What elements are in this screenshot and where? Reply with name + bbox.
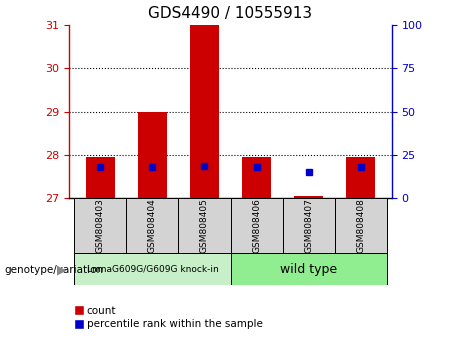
Bar <box>74 253 230 285</box>
Text: GSM808408: GSM808408 <box>356 198 365 253</box>
Bar <box>74 198 126 253</box>
Text: LmnaG609G/G609G knock-in: LmnaG609G/G609G knock-in <box>87 264 219 274</box>
Bar <box>335 198 387 253</box>
Title: GDS4490 / 10555913: GDS4490 / 10555913 <box>148 6 313 21</box>
Bar <box>294 196 323 198</box>
Legend: count, percentile rank within the sample: count, percentile rank within the sample <box>74 306 263 329</box>
Bar <box>230 253 387 285</box>
Bar <box>283 198 335 253</box>
Bar <box>346 157 375 198</box>
Text: GSM808405: GSM808405 <box>200 198 209 253</box>
Text: wild type: wild type <box>280 263 337 275</box>
Text: GSM808403: GSM808403 <box>96 198 105 253</box>
Bar <box>86 157 115 198</box>
Bar <box>190 25 219 198</box>
Bar <box>126 198 178 253</box>
Text: GSM808404: GSM808404 <box>148 198 157 253</box>
Bar <box>178 198 230 253</box>
Text: GSM808407: GSM808407 <box>304 198 313 253</box>
Bar <box>242 157 271 198</box>
Bar <box>230 198 283 253</box>
Bar <box>138 112 167 198</box>
Text: genotype/variation: genotype/variation <box>5 265 104 275</box>
Text: ▶: ▶ <box>58 263 67 276</box>
Text: GSM808406: GSM808406 <box>252 198 261 253</box>
